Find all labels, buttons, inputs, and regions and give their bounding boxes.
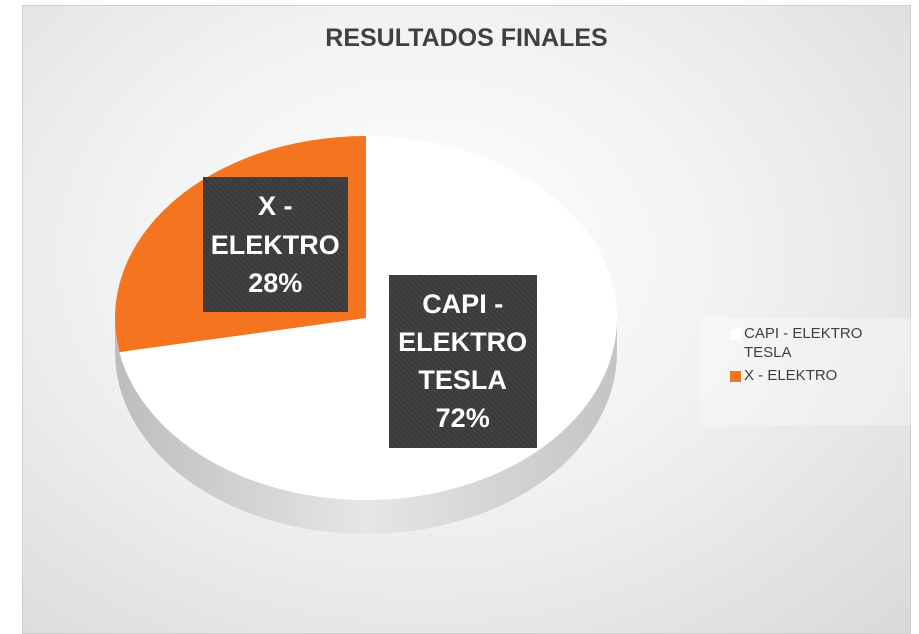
legend: CAPI - ELEKTRO TESLA X - ELEKTRO — [700, 318, 912, 425]
data-label: CAPI - ELEKTRO TESLA 72% — [388, 274, 537, 448]
legend-swatch — [730, 329, 741, 340]
chart-title: RESULTADOS FINALES — [325, 24, 608, 52]
data-label-name: CAPI - ELEKTRO TESLA — [398, 288, 528, 396]
pie-side — [115, 318, 617, 534]
legend-swatch — [730, 371, 741, 382]
data-label-value: 72% — [435, 403, 490, 434]
data-label: X - ELEKTRO 28% — [202, 177, 348, 313]
data-label-name: X - ELEKTRO — [210, 191, 340, 260]
data-label-value: 28% — [248, 268, 303, 299]
legend-label: CAPI - ELEKTRO TESLA — [744, 325, 863, 361]
legend-entry: X - ELEKTRO — [730, 366, 894, 385]
legend-label: X - ELEKTRO — [744, 367, 838, 384]
legend-entry: CAPI - ELEKTRO TESLA — [730, 324, 894, 362]
